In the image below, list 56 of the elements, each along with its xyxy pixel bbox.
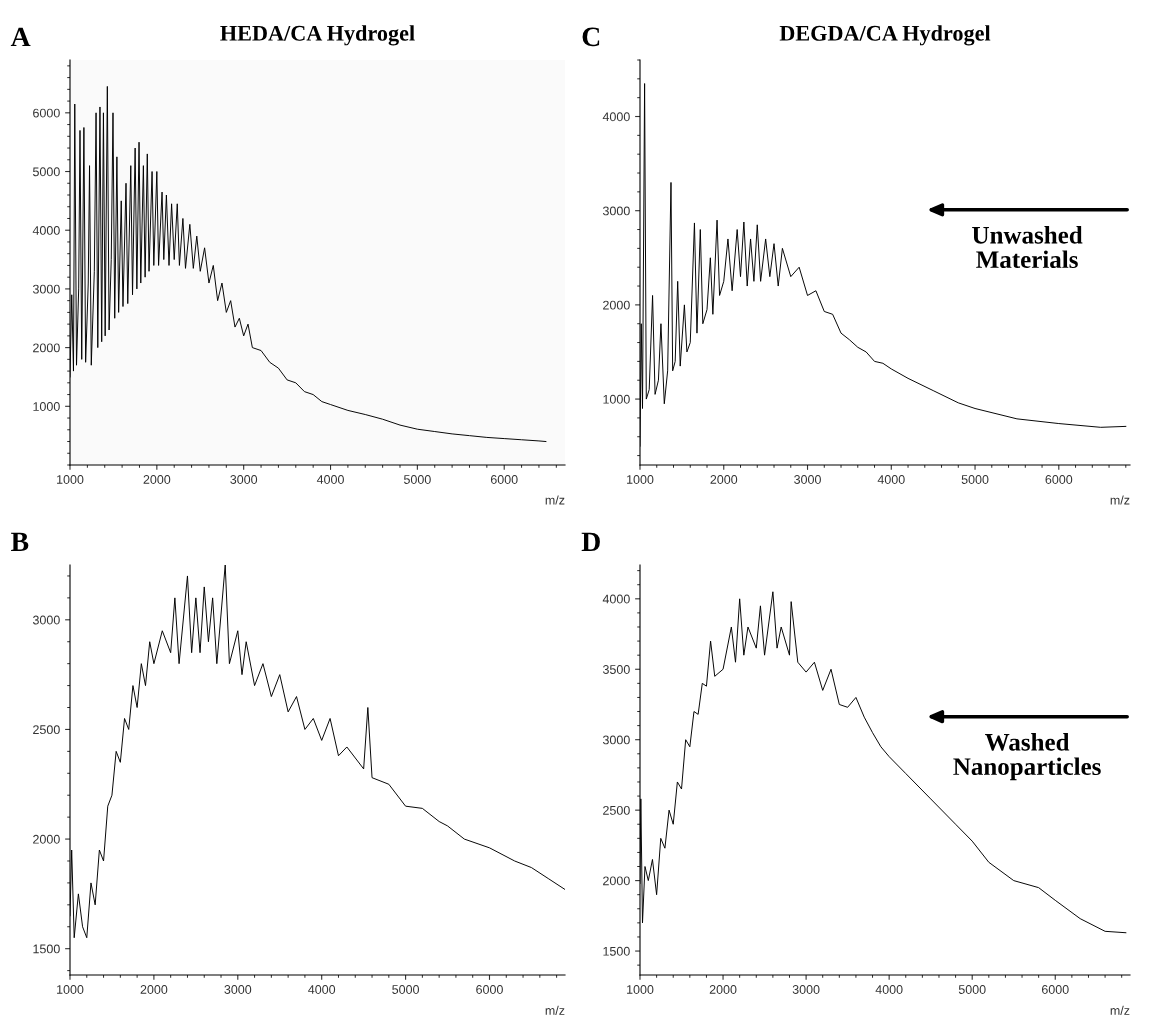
y-tick-label: 3500 (602, 665, 630, 674)
x-tick-label: 5000 (958, 985, 986, 994)
x-tick-label: 6000 (490, 475, 518, 484)
x-tick-label: 1000 (627, 985, 654, 994)
x-axis-title: m/z (1110, 1005, 1130, 1015)
y-tick-label: 3000 (602, 735, 630, 745)
chart-title: DEGDA/CA Hydrogel (779, 25, 991, 46)
y-tick-label: 4000 (602, 112, 630, 122)
x-tick-label: 3000 (794, 475, 821, 484)
x-tick-label: 6000 (476, 985, 503, 994)
x-tick-label: 6000 (1041, 985, 1069, 994)
y-tick-label: 2000 (33, 343, 60, 353)
y-tick-label: 2500 (33, 725, 60, 735)
x-tick-label: 5000 (403, 475, 431, 484)
x-tick-label: 4000 (316, 475, 344, 484)
y-tick-label: 3000 (32, 284, 60, 294)
x-axis-title: m/z (545, 495, 565, 505)
y-tick-label: 5000 (32, 167, 60, 177)
y-tick-label: 1000 (33, 402, 60, 411)
y-tick-label: 2500 (603, 805, 630, 815)
annotation: Unwashed Materials (972, 226, 1083, 269)
x-tick-label: 5000 (392, 985, 420, 994)
y-tick-label: 1000 (603, 394, 630, 404)
y-tick-label: 4000 (32, 226, 60, 235)
y-tick-label: 4000 (602, 594, 630, 604)
y-tick-label: 2000 (33, 834, 60, 844)
x-tick-label: 1000 (57, 985, 84, 994)
x-tick-label: 5000 (961, 475, 989, 484)
x-tick-label: 3000 (230, 475, 258, 484)
x-axis-title: m/z (1110, 495, 1130, 505)
text: D (581, 532, 600, 551)
x-tick-label: 4000 (877, 475, 905, 484)
x-axis-title: m/z (545, 1005, 565, 1015)
y-tick-label: 3000 (32, 615, 60, 625)
y-tick-label: 3000 (602, 206, 630, 216)
x-tick-label: 2000 (140, 985, 168, 994)
y-tick-label: 1500 (33, 944, 60, 954)
x-tick-label: 3000 (224, 985, 252, 994)
text: C (582, 27, 600, 47)
x-tick-label: 3000 (792, 985, 820, 994)
y-tick-label: 2000 (603, 300, 630, 310)
x-tick-label: 2000 (143, 475, 171, 484)
y-tick-label: 2000 (603, 876, 630, 886)
x-tick-label: 2000 (710, 475, 738, 484)
x-tick-label: 4000 (308, 985, 336, 994)
x-tick-label: 1000 (627, 475, 654, 484)
text: B (11, 532, 29, 551)
y-tick-label: 6000 (33, 108, 60, 118)
annotation: Washed Nanoparticles (953, 733, 1101, 781)
x-tick-label: 6000 (1045, 475, 1073, 484)
y-tick-label: 1500 (603, 946, 630, 956)
chart-title: HEDA/CA Hydrogel (220, 25, 415, 46)
x-tick-label: 1000 (57, 475, 84, 484)
text: A (10, 27, 31, 46)
x-tick-label: 2000 (709, 985, 737, 994)
x-tick-label: 4000 (875, 985, 903, 994)
